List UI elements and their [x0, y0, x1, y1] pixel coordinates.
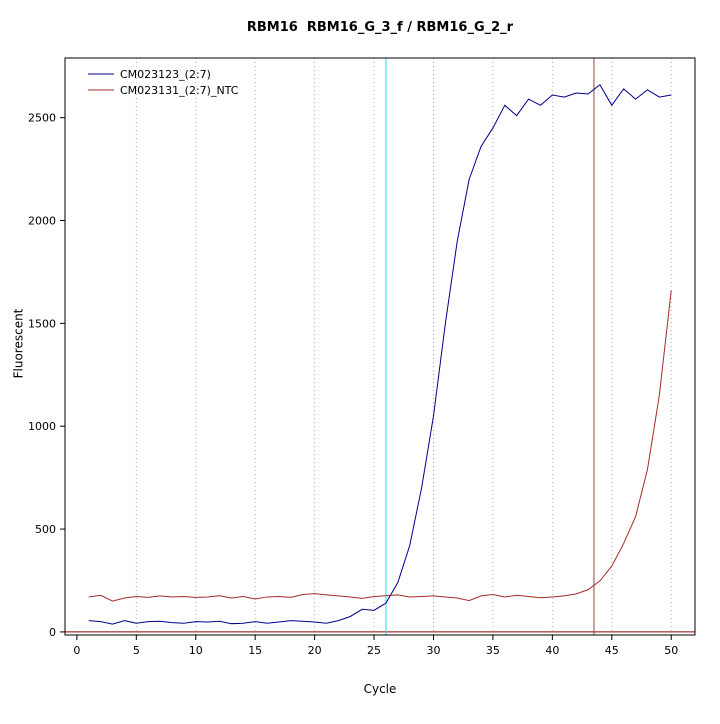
x-tick-label: 20 — [308, 644, 322, 657]
x-tick-label: 10 — [189, 644, 203, 657]
x-tick-label: 30 — [426, 644, 440, 657]
x-axis-label: Cycle — [363, 682, 397, 696]
legend: CM023123_(2:7) CM023131_(2:7)_NTC — [88, 68, 239, 97]
y-tick-label: 0 — [49, 626, 56, 639]
y-tick-label: 1500 — [28, 317, 56, 330]
y-tick-label: 2500 — [28, 112, 56, 125]
x-tick-label: 50 — [664, 644, 678, 657]
series-line-0 — [88, 83, 672, 625]
y-tick-label: 1000 — [28, 420, 56, 433]
y-tick-label: 500 — [35, 523, 56, 536]
series-line-1 — [88, 290, 672, 602]
axis-ticks — [60, 117, 672, 640]
x-tick-label: 40 — [545, 644, 559, 657]
x-tick-label: 5 — [133, 644, 140, 657]
plot-border — [64, 57, 696, 636]
x-tick-label: 25 — [367, 644, 381, 657]
chart-title: RBM16 RBM16_G_3_f / RBM16_G_2_r — [246, 20, 514, 35]
x-tick-label: 45 — [605, 644, 619, 657]
x-tick-label: 35 — [486, 644, 500, 657]
y-tick-label: 2000 — [28, 215, 56, 228]
legend-label-0: CM023123_(2:7) — [120, 68, 211, 81]
legend-label-1: CM023131_(2:7)_NTC — [120, 84, 239, 97]
x-tick-label: 15 — [248, 644, 262, 657]
x-gridlines — [135, 58, 672, 635]
x-tick-label: 0 — [73, 644, 80, 657]
